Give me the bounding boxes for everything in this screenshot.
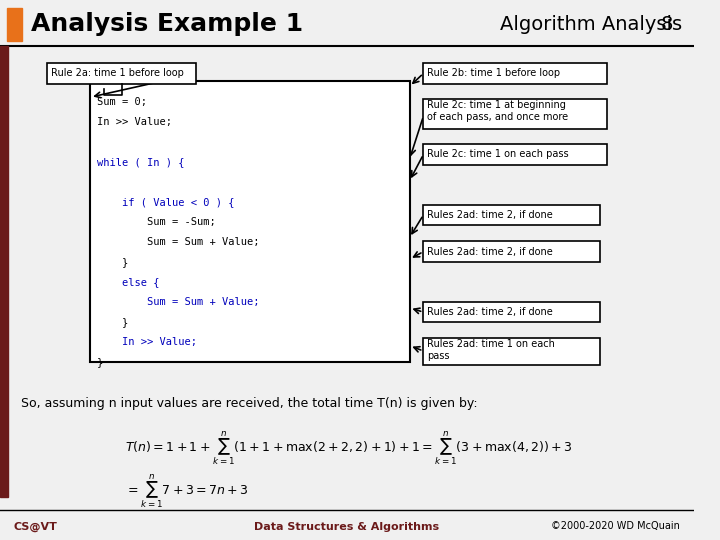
Text: }: } <box>97 317 128 327</box>
Bar <box>0 0 694 49</box>
FancyBboxPatch shape <box>423 63 608 84</box>
Text: Rule 2c: time 1 at beginning: Rule 2c: time 1 at beginning <box>427 100 566 110</box>
FancyBboxPatch shape <box>423 241 600 262</box>
FancyBboxPatch shape <box>48 63 197 84</box>
Bar <box>7 8 22 40</box>
Text: while ( In ) {: while ( In ) { <box>97 157 184 167</box>
Text: Rules 2ad: time 2, if done: Rules 2ad: time 2, if done <box>427 247 553 256</box>
FancyBboxPatch shape <box>423 99 608 129</box>
Text: Rule 2b: time 1 before loop: Rule 2b: time 1 before loop <box>427 69 560 78</box>
Text: Analysis Example 1: Analysis Example 1 <box>31 12 303 36</box>
Text: CS@VT: CS@VT <box>14 521 58 532</box>
Text: Rule 2c: time 1 on each pass: Rule 2c: time 1 on each pass <box>427 150 569 159</box>
Text: Rules 2ad: time 1 on each: Rules 2ad: time 1 on each <box>427 339 554 349</box>
Text: }: } <box>97 257 128 267</box>
Text: In >> Value;: In >> Value; <box>97 337 197 347</box>
Text: ©2000-2020 WD McQuain: ©2000-2020 WD McQuain <box>552 522 680 531</box>
Text: }: } <box>97 357 104 367</box>
Text: Sum = Sum + Value;: Sum = Sum + Value; <box>97 297 260 307</box>
FancyBboxPatch shape <box>423 338 600 364</box>
Text: Rules 2ad: time 2, if done: Rules 2ad: time 2, if done <box>427 307 553 317</box>
Text: Data Structures & Algorithms: Data Structures & Algorithms <box>254 522 440 531</box>
Text: $T(n) = 1+1+\sum_{k=1}^{n}(1+1+\max(2+2,2)+1)+1 = \sum_{k=1}^{n}(3+\max(4,2))+3$: $T(n) = 1+1+\sum_{k=1}^{n}(1+1+\max(2+2,… <box>125 429 572 467</box>
Text: of each pass, and once more: of each pass, and once more <box>427 112 568 122</box>
Text: pass: pass <box>427 351 449 361</box>
Text: Algorithm Analysis: Algorithm Analysis <box>500 15 682 34</box>
Text: 8: 8 <box>661 15 673 34</box>
FancyBboxPatch shape <box>423 205 600 225</box>
FancyBboxPatch shape <box>423 302 600 322</box>
FancyBboxPatch shape <box>90 81 410 362</box>
Text: if ( Value < 0 ) {: if ( Value < 0 ) { <box>97 197 235 207</box>
Text: Rule 2a: time 1 before loop: Rule 2a: time 1 before loop <box>50 69 184 78</box>
Text: Sum = 0;: Sum = 0; <box>97 97 147 107</box>
Text: $= \sum_{k=1}^{n}7+3 = 7n+3$: $= \sum_{k=1}^{n}7+3 = 7n+3$ <box>125 472 248 510</box>
Text: So, assuming n input values are received, the total time T(n) is given by:: So, assuming n input values are received… <box>21 397 477 410</box>
Bar <box>0 46 9 497</box>
Text: Sum = Sum + Value;: Sum = Sum + Value; <box>97 237 260 247</box>
Text: else {: else { <box>97 277 160 287</box>
Text: Rules 2ad: time 2, if done: Rules 2ad: time 2, if done <box>427 210 553 220</box>
Text: Sum = -Sum;: Sum = -Sum; <box>97 217 216 227</box>
Text: In >> Value;: In >> Value; <box>97 117 172 127</box>
FancyBboxPatch shape <box>423 144 608 165</box>
